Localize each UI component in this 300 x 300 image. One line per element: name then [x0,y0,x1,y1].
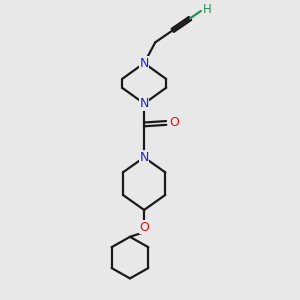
Text: O: O [139,221,149,234]
Text: O: O [169,116,179,130]
Text: N: N [140,57,149,70]
Text: N: N [140,151,149,164]
Text: N: N [140,97,149,110]
Text: H: H [202,3,211,16]
